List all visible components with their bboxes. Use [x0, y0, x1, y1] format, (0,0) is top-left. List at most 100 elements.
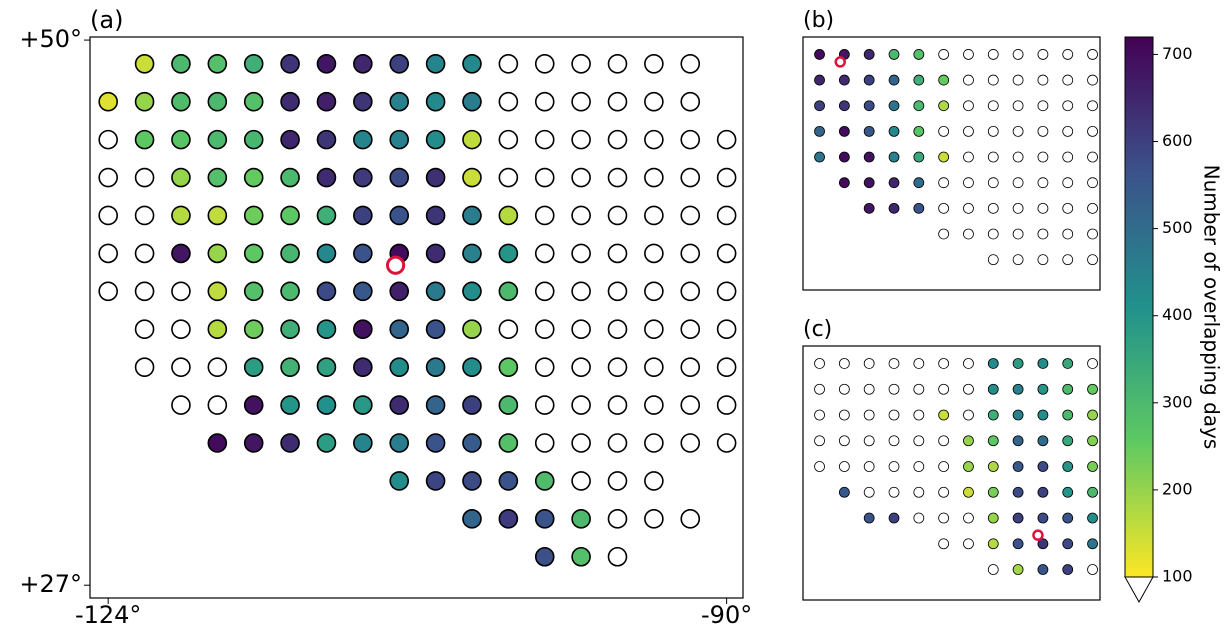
station	[462, 91, 482, 112]
station	[863, 125, 875, 137]
station	[607, 357, 628, 377]
station	[863, 151, 875, 163]
station	[987, 512, 999, 524]
station	[814, 358, 825, 369]
station	[938, 202, 950, 214]
station	[1012, 409, 1024, 421]
station	[1012, 461, 1024, 472]
station	[938, 358, 950, 369]
station	[888, 100, 900, 112]
station	[963, 538, 974, 550]
station	[838, 358, 850, 369]
station	[1087, 538, 1098, 550]
station	[1062, 228, 1074, 240]
station	[680, 129, 701, 150]
station	[1087, 202, 1098, 214]
station	[838, 409, 850, 421]
station	[243, 433, 264, 453]
station	[353, 395, 373, 415]
station	[243, 281, 264, 302]
station	[644, 281, 664, 302]
station	[389, 91, 410, 112]
station	[888, 125, 900, 137]
station	[498, 433, 519, 453]
station	[987, 538, 999, 550]
station	[316, 243, 337, 264]
station	[987, 151, 999, 163]
station	[534, 205, 555, 226]
station	[607, 546, 628, 567]
y-tick-label: +27°	[19, 570, 82, 598]
station	[1037, 177, 1049, 189]
station	[716, 129, 737, 150]
station	[207, 319, 228, 340]
station	[1087, 100, 1098, 112]
station	[1062, 125, 1074, 137]
station	[207, 129, 228, 150]
station	[814, 435, 825, 447]
station	[98, 243, 118, 264]
station	[1087, 151, 1098, 163]
station	[838, 486, 850, 498]
station	[534, 546, 555, 567]
station	[838, 461, 850, 472]
station	[938, 383, 950, 395]
target-station	[834, 56, 846, 68]
station	[607, 129, 628, 150]
station	[389, 205, 410, 226]
station	[353, 129, 373, 150]
station	[680, 319, 701, 340]
station	[171, 395, 191, 415]
station	[171, 243, 191, 264]
station	[280, 167, 300, 188]
colorbar-tick-label: 300	[1162, 392, 1193, 411]
station	[1062, 383, 1074, 395]
station	[680, 243, 701, 264]
station	[607, 205, 628, 226]
station	[888, 512, 900, 524]
station	[913, 177, 925, 189]
station	[389, 319, 410, 340]
x-tick-label: -90°	[701, 601, 752, 629]
station	[1037, 435, 1049, 447]
station	[1062, 564, 1074, 575]
station	[498, 319, 519, 340]
station	[863, 100, 875, 112]
station	[134, 205, 155, 226]
station	[963, 358, 974, 369]
station	[353, 205, 373, 226]
station	[207, 281, 228, 302]
station	[280, 319, 300, 340]
station	[716, 357, 737, 377]
station	[498, 281, 519, 302]
station	[1087, 512, 1098, 524]
station	[534, 357, 555, 377]
station	[571, 129, 591, 150]
station	[716, 167, 737, 188]
station	[1062, 202, 1074, 214]
station	[963, 100, 974, 112]
station	[134, 91, 155, 112]
station	[462, 319, 482, 340]
colorbar-tick-label: 400	[1162, 305, 1193, 324]
station	[1062, 435, 1074, 447]
station	[938, 409, 950, 421]
station	[243, 53, 264, 74]
colorbar-label: Number of overlapping days	[1200, 165, 1224, 450]
station	[716, 243, 737, 264]
station	[98, 205, 118, 226]
station	[462, 433, 482, 453]
station	[963, 177, 974, 189]
station	[863, 358, 875, 369]
station	[1062, 461, 1074, 472]
station	[425, 471, 446, 491]
station	[1012, 254, 1024, 266]
station	[1062, 358, 1074, 369]
station	[938, 435, 950, 447]
station	[888, 358, 900, 369]
station	[280, 243, 300, 264]
station	[1012, 177, 1024, 189]
station	[1062, 100, 1074, 112]
stations	[98, 53, 737, 567]
station	[1087, 177, 1098, 189]
